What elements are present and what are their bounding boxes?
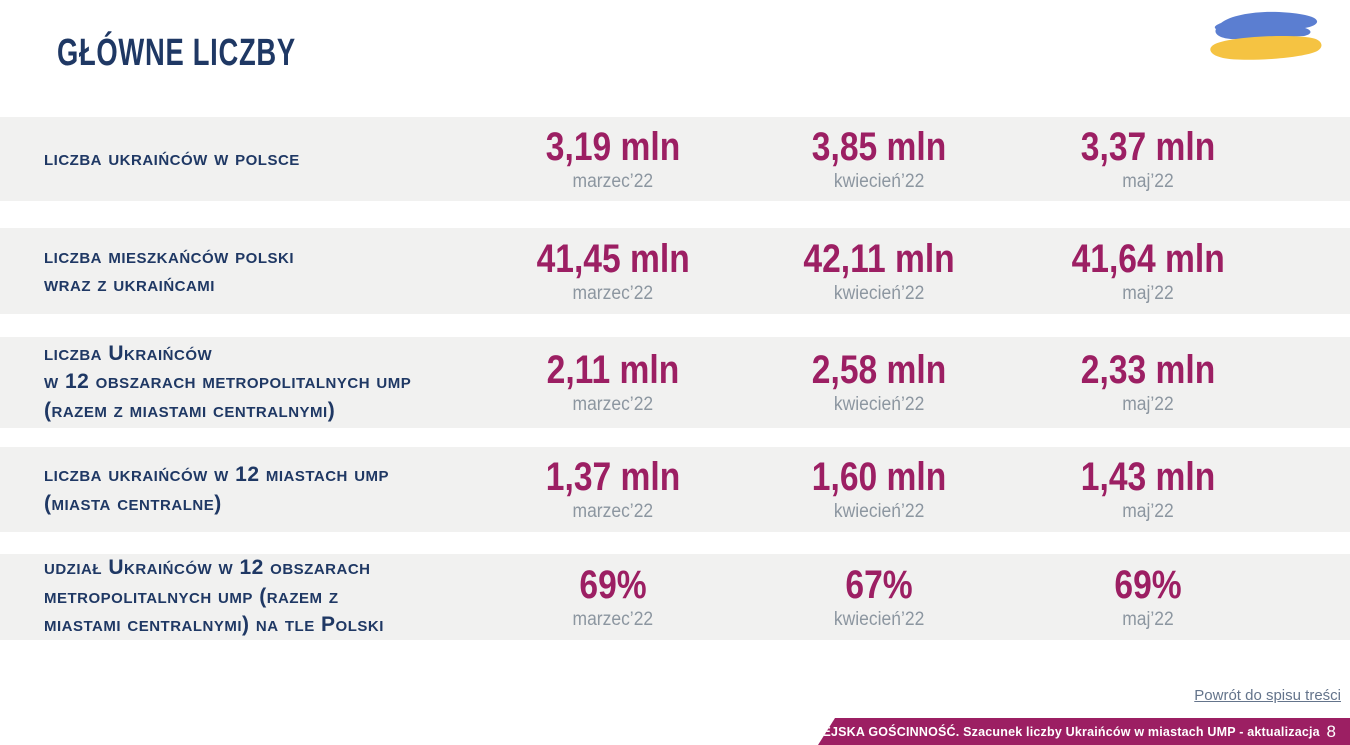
row-label: liczba ukraińców w 12 miastach ump (mias…: [44, 463, 390, 515]
value-cell: 1,37 mln marzec’22: [500, 447, 726, 532]
row-label: udział Ukraińców w 12 obszarach metropol…: [44, 556, 384, 637]
value-cell: 41,64 mln maj’22: [1035, 228, 1261, 314]
month-label: kwiecień’22: [833, 608, 925, 630]
table-row: udział Ukraińców w 12 obszarach metropol…: [0, 554, 1350, 640]
ukraine-flag-icon: [1210, 11, 1322, 60]
month-label: marzec’22: [572, 608, 654, 630]
table-row: liczba ukraińców w polsce 3,19 mln marze…: [0, 117, 1350, 201]
footer-bar: MIEJSKA GOŚCINNOŚĆ. Szacunek liczby Ukra…: [818, 718, 1350, 745]
month-label: maj’22: [1122, 170, 1174, 192]
table-row: liczba ukraińców w 12 miastach ump (mias…: [0, 447, 1350, 532]
month-label: marzec’22: [572, 282, 654, 304]
month-label: maj’22: [1122, 394, 1174, 416]
value-cell: 42,11 mln kwiecień’22: [766, 228, 992, 314]
value-marzec: 69%: [579, 562, 647, 607]
back-to-toc-link[interactable]: Powrót do spisu treści: [1194, 687, 1341, 704]
month-label: maj’22: [1122, 282, 1174, 304]
value-kwiecien: 42,11 mln: [803, 236, 955, 281]
month-label: marzec’22: [572, 170, 654, 192]
month-label: kwiecień’22: [833, 501, 925, 523]
month-label: kwiecień’22: [833, 170, 925, 192]
footer-bar-text: MIEJSKA GOŚCINNOŚĆ. Szacunek liczby Ukra…: [808, 724, 1320, 739]
value-cell: 3,19 mln marzec’22: [500, 117, 726, 201]
row-label: liczba ukraińców w polsce: [44, 146, 300, 170]
month-label: maj’22: [1122, 608, 1174, 630]
month-label: maj’22: [1122, 501, 1174, 523]
value-marzec: 3,19 mln: [545, 124, 681, 169]
page-number: 8: [1326, 721, 1336, 741]
value-cell: 41,45 mln marzec’22: [500, 228, 726, 314]
value-cell: 69% maj’22: [1035, 554, 1261, 640]
value-cell: 3,85 mln kwiecień’22: [766, 117, 992, 201]
month-label: marzec’22: [572, 501, 654, 523]
table-row: liczba mieszkańców polski wraz z ukraińc…: [0, 228, 1350, 314]
value-marzec: 41,45 mln: [536, 236, 690, 281]
row-label: liczba mieszkańców polski wraz z ukraińc…: [44, 244, 294, 296]
value-maj: 1,43 mln: [1080, 455, 1216, 500]
value-cell: 2,33 mln maj’22: [1035, 337, 1261, 428]
month-label: kwiecień’22: [833, 394, 925, 416]
page-title: GŁÓWNE LICZBY: [57, 32, 296, 74]
value-maj: 41,64 mln: [1071, 236, 1225, 281]
value-kwiecien: 3,85 mln: [811, 124, 947, 169]
value-cell: 2,58 mln kwiecień’22: [766, 337, 992, 428]
month-label: kwiecień’22: [833, 282, 925, 304]
value-cell: 69% marzec’22: [500, 554, 726, 640]
value-maj: 69%: [1114, 562, 1182, 607]
value-kwiecien: 67%: [845, 562, 913, 607]
value-maj: 2,33 mln: [1080, 348, 1216, 393]
value-marzec: 1,37 mln: [545, 455, 681, 500]
value-cell: 1,60 mln kwiecień’22: [766, 447, 992, 532]
value-maj: 3,37 mln: [1080, 124, 1216, 169]
value-marzec: 2,11 mln: [546, 348, 680, 393]
value-cell: 3,37 mln maj’22: [1035, 117, 1261, 201]
month-label: marzec’22: [572, 394, 654, 416]
table-row: liczba Ukraińców w 12 obszarach metropol…: [0, 337, 1350, 428]
value-kwiecien: 1,60 mln: [811, 455, 947, 500]
value-cell: 67% kwiecień’22: [766, 554, 992, 640]
value-cell: 1,43 mln maj’22: [1035, 447, 1261, 532]
value-kwiecien: 2,58 mln: [811, 348, 947, 393]
value-cell: 2,11 mln marzec’22: [500, 337, 726, 428]
row-label: liczba Ukraińców w 12 obszarach metropol…: [44, 341, 412, 422]
